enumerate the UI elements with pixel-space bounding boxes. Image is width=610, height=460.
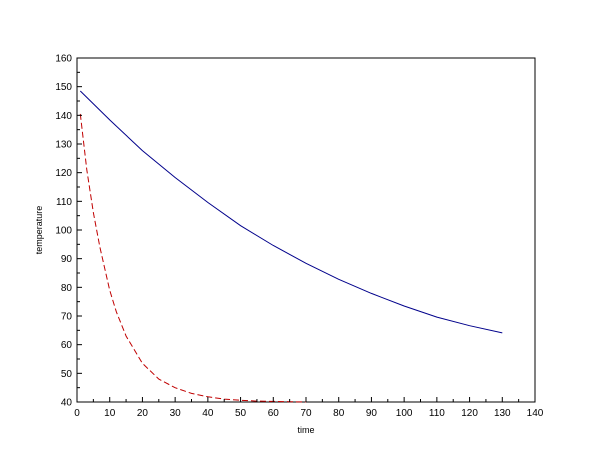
y-tick-label: 130	[55, 140, 72, 151]
x-tick-label: 50	[235, 408, 247, 419]
y-tick-label: 80	[61, 283, 73, 294]
series-line-1	[79, 90, 503, 334]
x-tick-label: 120	[461, 408, 478, 419]
series-layer	[79, 90, 503, 403]
x-tick-label: 90	[366, 408, 378, 419]
x-tick-label: 10	[104, 408, 116, 419]
plot-area	[76, 57, 536, 403]
y-tick-label: 40	[61, 398, 73, 409]
x-tick-label: 70	[300, 408, 312, 419]
y-tick-label: 120	[55, 168, 72, 179]
y-axis-title: temperature	[34, 206, 44, 255]
series-line-2	[79, 113, 307, 403]
x-tick-label: 20	[137, 408, 149, 419]
x-tick-label: 140	[527, 408, 544, 419]
y-tick-label: 60	[61, 340, 73, 351]
y-tick-label: 160	[55, 54, 72, 65]
x-tick-label: 60	[268, 408, 280, 419]
y-tick-label: 90	[61, 254, 73, 265]
y-tick-label: 110	[56, 197, 72, 208]
x-axis-title: time	[297, 425, 314, 435]
tick-layer: 0 10 20 30 40 50 60 70 80 90 100 110 120 130 140 40 50 60…	[55, 54, 543, 420]
y-tick-label: 70	[61, 312, 73, 323]
x-tick-label: 0	[74, 408, 80, 419]
y-tick-label: 50	[61, 369, 73, 380]
x-tick-label: 130	[494, 408, 511, 419]
x-tick-label: 80	[333, 408, 345, 419]
x-tick-label: 110	[429, 408, 445, 419]
y-tick-label: 150	[55, 82, 72, 93]
x-tick-label: 40	[202, 408, 214, 419]
x-tick-label: 30	[170, 408, 182, 419]
y-tick-label: 100	[55, 226, 72, 237]
y-tick-label: 140	[55, 111, 72, 122]
x-tick-label: 100	[396, 408, 413, 419]
